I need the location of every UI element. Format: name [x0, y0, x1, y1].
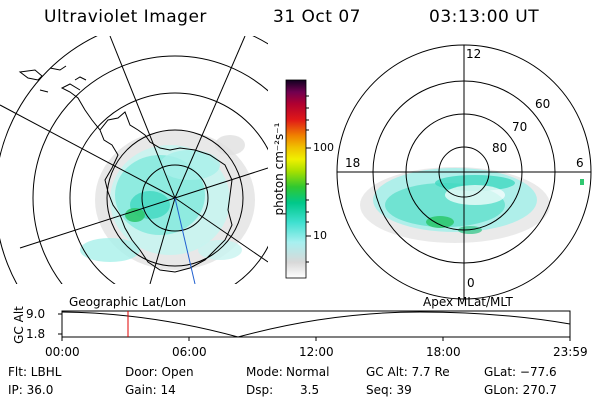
coastline-antarctica — [99, 111, 233, 273]
timeline-y-axis-label: GC Alt — [12, 306, 26, 344]
ip-info: IP: 36.0 — [8, 383, 54, 397]
track-line — [174, 197, 196, 284]
timeline-x-tick-0000: 00:00 — [45, 345, 80, 359]
image-time: 03:13:00 UT — [429, 7, 540, 27]
mlt-axes — [337, 45, 591, 299]
timeline-x-tick-0600: 06:00 — [172, 345, 207, 359]
coastline-peninsula — [60, 83, 101, 131]
mlt-label-18: 18 — [345, 156, 361, 170]
timeline-x-tick-1800: 18:00 — [426, 345, 461, 359]
gc-altitude-timeline — [58, 310, 571, 341]
left-map-caption: Geographic Lat/Lon — [69, 295, 187, 309]
colorbar-tick-10: 10 — [313, 229, 327, 242]
mode-label: Mode: — [246, 365, 283, 379]
gain-info: Gain: 14 — [125, 383, 176, 397]
mlat-label-80: 80 — [492, 141, 508, 155]
colorbar-ticks — [306, 95, 311, 263]
mode-value: Normal — [286, 365, 330, 379]
glon-info: GLon: 270.7 — [484, 383, 557, 397]
filter-info: Flt: LBHL — [8, 365, 62, 379]
sequence-info: Seq: 39 — [366, 383, 412, 397]
colorbar-tick-100: 100 — [313, 141, 334, 154]
colorbar — [285, 79, 311, 279]
longitude-lines — [0, 36, 268, 284]
timeline-ticks — [58, 313, 571, 341]
mlat-label-60: 60 — [535, 97, 551, 111]
mlt-label-0: 0 — [467, 276, 475, 290]
gc-altitude-curve — [61, 311, 571, 338]
dsp-value: 3.5 — [300, 383, 320, 397]
instrument-title: Ultraviolet Imager — [44, 7, 207, 27]
colorbar-scale — [285, 79, 307, 279]
mlat-label-70: 70 — [512, 120, 528, 134]
mlt-label-12: 12 — [466, 47, 482, 61]
apex-polar-plot — [336, 44, 592, 300]
timeline-x-tick-1200: 12:00 — [299, 345, 334, 359]
gc-altitude-info: GC Alt: 7.7 Re — [366, 365, 450, 379]
mlt-label-6: 6 — [576, 156, 584, 170]
dsp-label: Dsp: — [246, 383, 274, 397]
timeline-y-tick-1: 1.8 — [26, 327, 46, 341]
timeline-y-tick-9: 9.0 — [26, 307, 46, 321]
geographic-map — [0, 36, 268, 284]
right-map-caption: Apex MLat/MLT — [423, 295, 513, 309]
aurora-speck — [580, 179, 584, 185]
latitude-circles — [0, 36, 268, 284]
timeline-x-tick-2359: 23:59 — [553, 345, 588, 359]
door-info: Door: Open — [125, 365, 194, 379]
image-date: 31 Oct 07 — [273, 7, 361, 27]
glat-info: GLat: −77.6 — [484, 365, 557, 379]
coastline-islands — [18, 65, 87, 93]
colorbar-unit-label: photon cm⁻²s⁻¹ — [272, 122, 286, 216]
